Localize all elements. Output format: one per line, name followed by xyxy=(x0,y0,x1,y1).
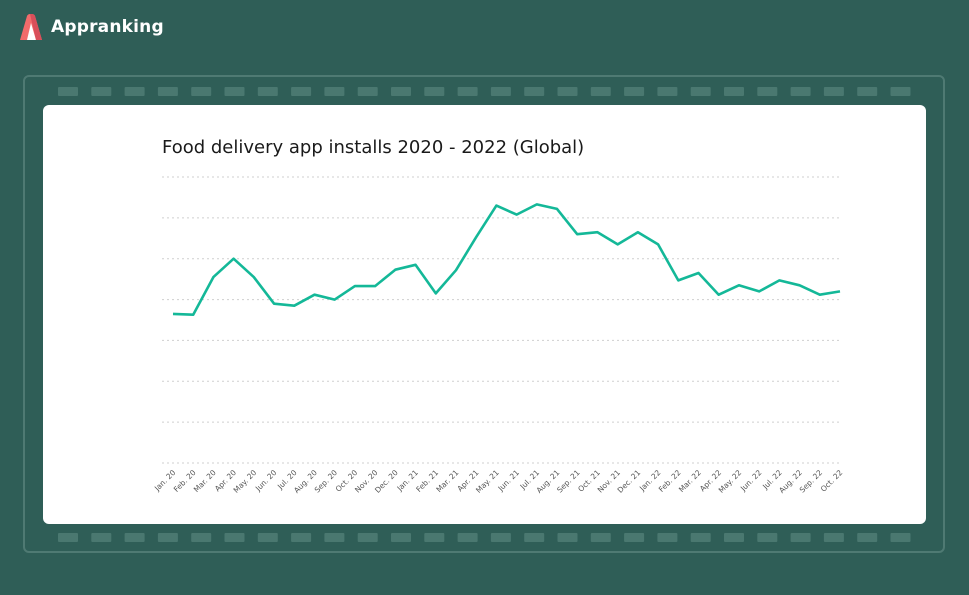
strip-dash xyxy=(357,87,378,96)
x-tick-label: Oct. 22 xyxy=(819,468,845,494)
appranking-logo-icon xyxy=(20,14,42,40)
strip-dash xyxy=(357,533,378,542)
strip-dash xyxy=(657,533,678,542)
strip-dash xyxy=(724,533,744,542)
strip-dash xyxy=(391,87,411,96)
brand-name: Appranking xyxy=(51,17,164,37)
strip-dash xyxy=(191,533,212,542)
strip-dash xyxy=(790,533,811,542)
brand: Appranking xyxy=(17,13,164,41)
x-tick-label: May. 20 xyxy=(232,468,259,495)
strip-dash xyxy=(724,87,744,96)
chart-frame xyxy=(23,75,945,553)
strip-dash xyxy=(757,87,778,96)
strip-dash xyxy=(890,533,911,542)
strip-dash xyxy=(224,533,245,542)
x-tick-label: Jun. 21 xyxy=(496,468,522,494)
strip-dash xyxy=(124,533,145,542)
strip-dash xyxy=(857,533,878,542)
strip-dash xyxy=(690,87,711,96)
chart-card: Food delivery app installs 2020 - 2022 (… xyxy=(43,105,926,524)
strip-dash xyxy=(624,533,645,542)
x-tick-label: Sep. 22 xyxy=(798,468,825,495)
chart-title: Food delivery app installs 2020 - 2022 (… xyxy=(162,137,585,158)
strip-dash xyxy=(490,87,511,96)
strip-dash xyxy=(291,87,312,96)
x-tick-label: Mar. 22 xyxy=(677,468,703,494)
strip-dash xyxy=(524,533,545,542)
strip-dash xyxy=(524,87,545,96)
x-tick-label: Jun. 20 xyxy=(253,468,279,494)
x-tick-label: Mar. 20 xyxy=(192,468,218,494)
strip-dash xyxy=(291,533,312,542)
strip-dash xyxy=(557,87,578,96)
strip-dash xyxy=(58,87,78,96)
strip-dash xyxy=(391,533,411,542)
strip-dash xyxy=(257,533,278,542)
series-line xyxy=(172,203,841,316)
x-tick-label: Jun. 22 xyxy=(738,468,764,494)
strip-dash xyxy=(890,87,911,96)
strip-dash xyxy=(624,87,645,96)
strip-dash xyxy=(191,87,212,96)
bottom-dash-strip xyxy=(58,533,911,542)
strip-dash xyxy=(124,87,145,96)
strip-dash xyxy=(857,87,878,96)
strip-dash xyxy=(690,533,711,542)
strip-dash xyxy=(823,533,844,542)
strip-dash xyxy=(757,533,778,542)
strip-dash xyxy=(457,87,478,96)
strip-dash xyxy=(790,87,811,96)
x-tick-label: Sep. 21 xyxy=(555,468,582,495)
strip-dash xyxy=(224,87,245,96)
strip-dash xyxy=(324,87,345,96)
strip-dash xyxy=(257,87,278,96)
strip-dash xyxy=(424,87,445,96)
x-tick-label: Sep. 20 xyxy=(313,468,340,495)
strip-dash xyxy=(823,87,844,96)
strip-dash xyxy=(91,533,112,542)
strip-dash xyxy=(657,87,678,96)
strip-dash xyxy=(590,533,611,542)
strip-dash xyxy=(91,87,112,96)
x-tick-label: May. 21 xyxy=(474,468,501,495)
strip-dash xyxy=(157,533,178,542)
x-tick-label: May. 22 xyxy=(717,468,744,495)
strip-dash xyxy=(457,533,478,542)
strip-dash xyxy=(557,533,578,542)
strip-dash xyxy=(324,533,345,542)
strip-dash xyxy=(424,533,445,542)
top-dash-strip xyxy=(58,87,911,96)
strip-dash xyxy=(490,533,511,542)
strip-dash xyxy=(58,533,78,542)
strip-dash xyxy=(157,87,178,96)
x-tick-label: Mar. 21 xyxy=(434,468,460,494)
strip-dash xyxy=(590,87,611,96)
